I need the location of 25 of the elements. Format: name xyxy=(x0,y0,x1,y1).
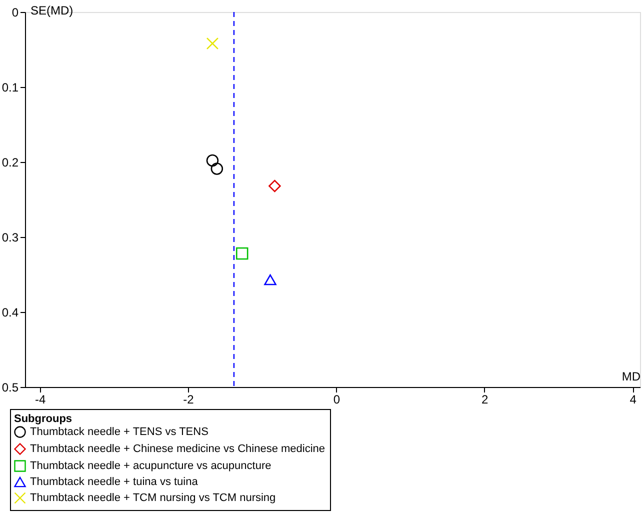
y-tick-label: 0.4 xyxy=(2,306,19,320)
x-axis-title: MD xyxy=(622,370,641,384)
legend-label: Thumbtack needle + acupuncture vs acupuncture xyxy=(30,460,272,472)
point xyxy=(236,247,248,260)
point xyxy=(206,37,219,50)
y-tick-label: 0.3 xyxy=(2,230,19,244)
y-axis-title: SE(MD) xyxy=(30,4,74,18)
x-tick-label: -4 xyxy=(34,392,46,406)
legend-label: Thumbtack needle + tuina vs tuina xyxy=(30,476,199,488)
point xyxy=(264,274,276,286)
x-tick-label: 4 xyxy=(630,392,637,406)
legend-label: Thumbtack needle + Chinese medicine vs Chinese medicine xyxy=(30,443,326,455)
x-tick-label: 0 xyxy=(333,392,340,406)
y-tick-label: 0 xyxy=(12,6,19,20)
y-tick-label: 0.2 xyxy=(2,156,19,170)
point xyxy=(206,154,219,167)
legend-label: Thumbtack needle + TENS vs TENS xyxy=(30,426,208,438)
legend-title: Subgroups xyxy=(14,413,72,425)
y-tick-label: 0.5 xyxy=(2,380,19,394)
point xyxy=(210,162,224,175)
point xyxy=(268,180,281,192)
x-tick-label: -2 xyxy=(183,392,194,406)
y-tick-label: 0.1 xyxy=(2,80,19,94)
legend-label: Thumbtack needle + TCM nursing vs TCM nursing xyxy=(30,492,276,504)
x-tick-label: 2 xyxy=(482,392,489,406)
